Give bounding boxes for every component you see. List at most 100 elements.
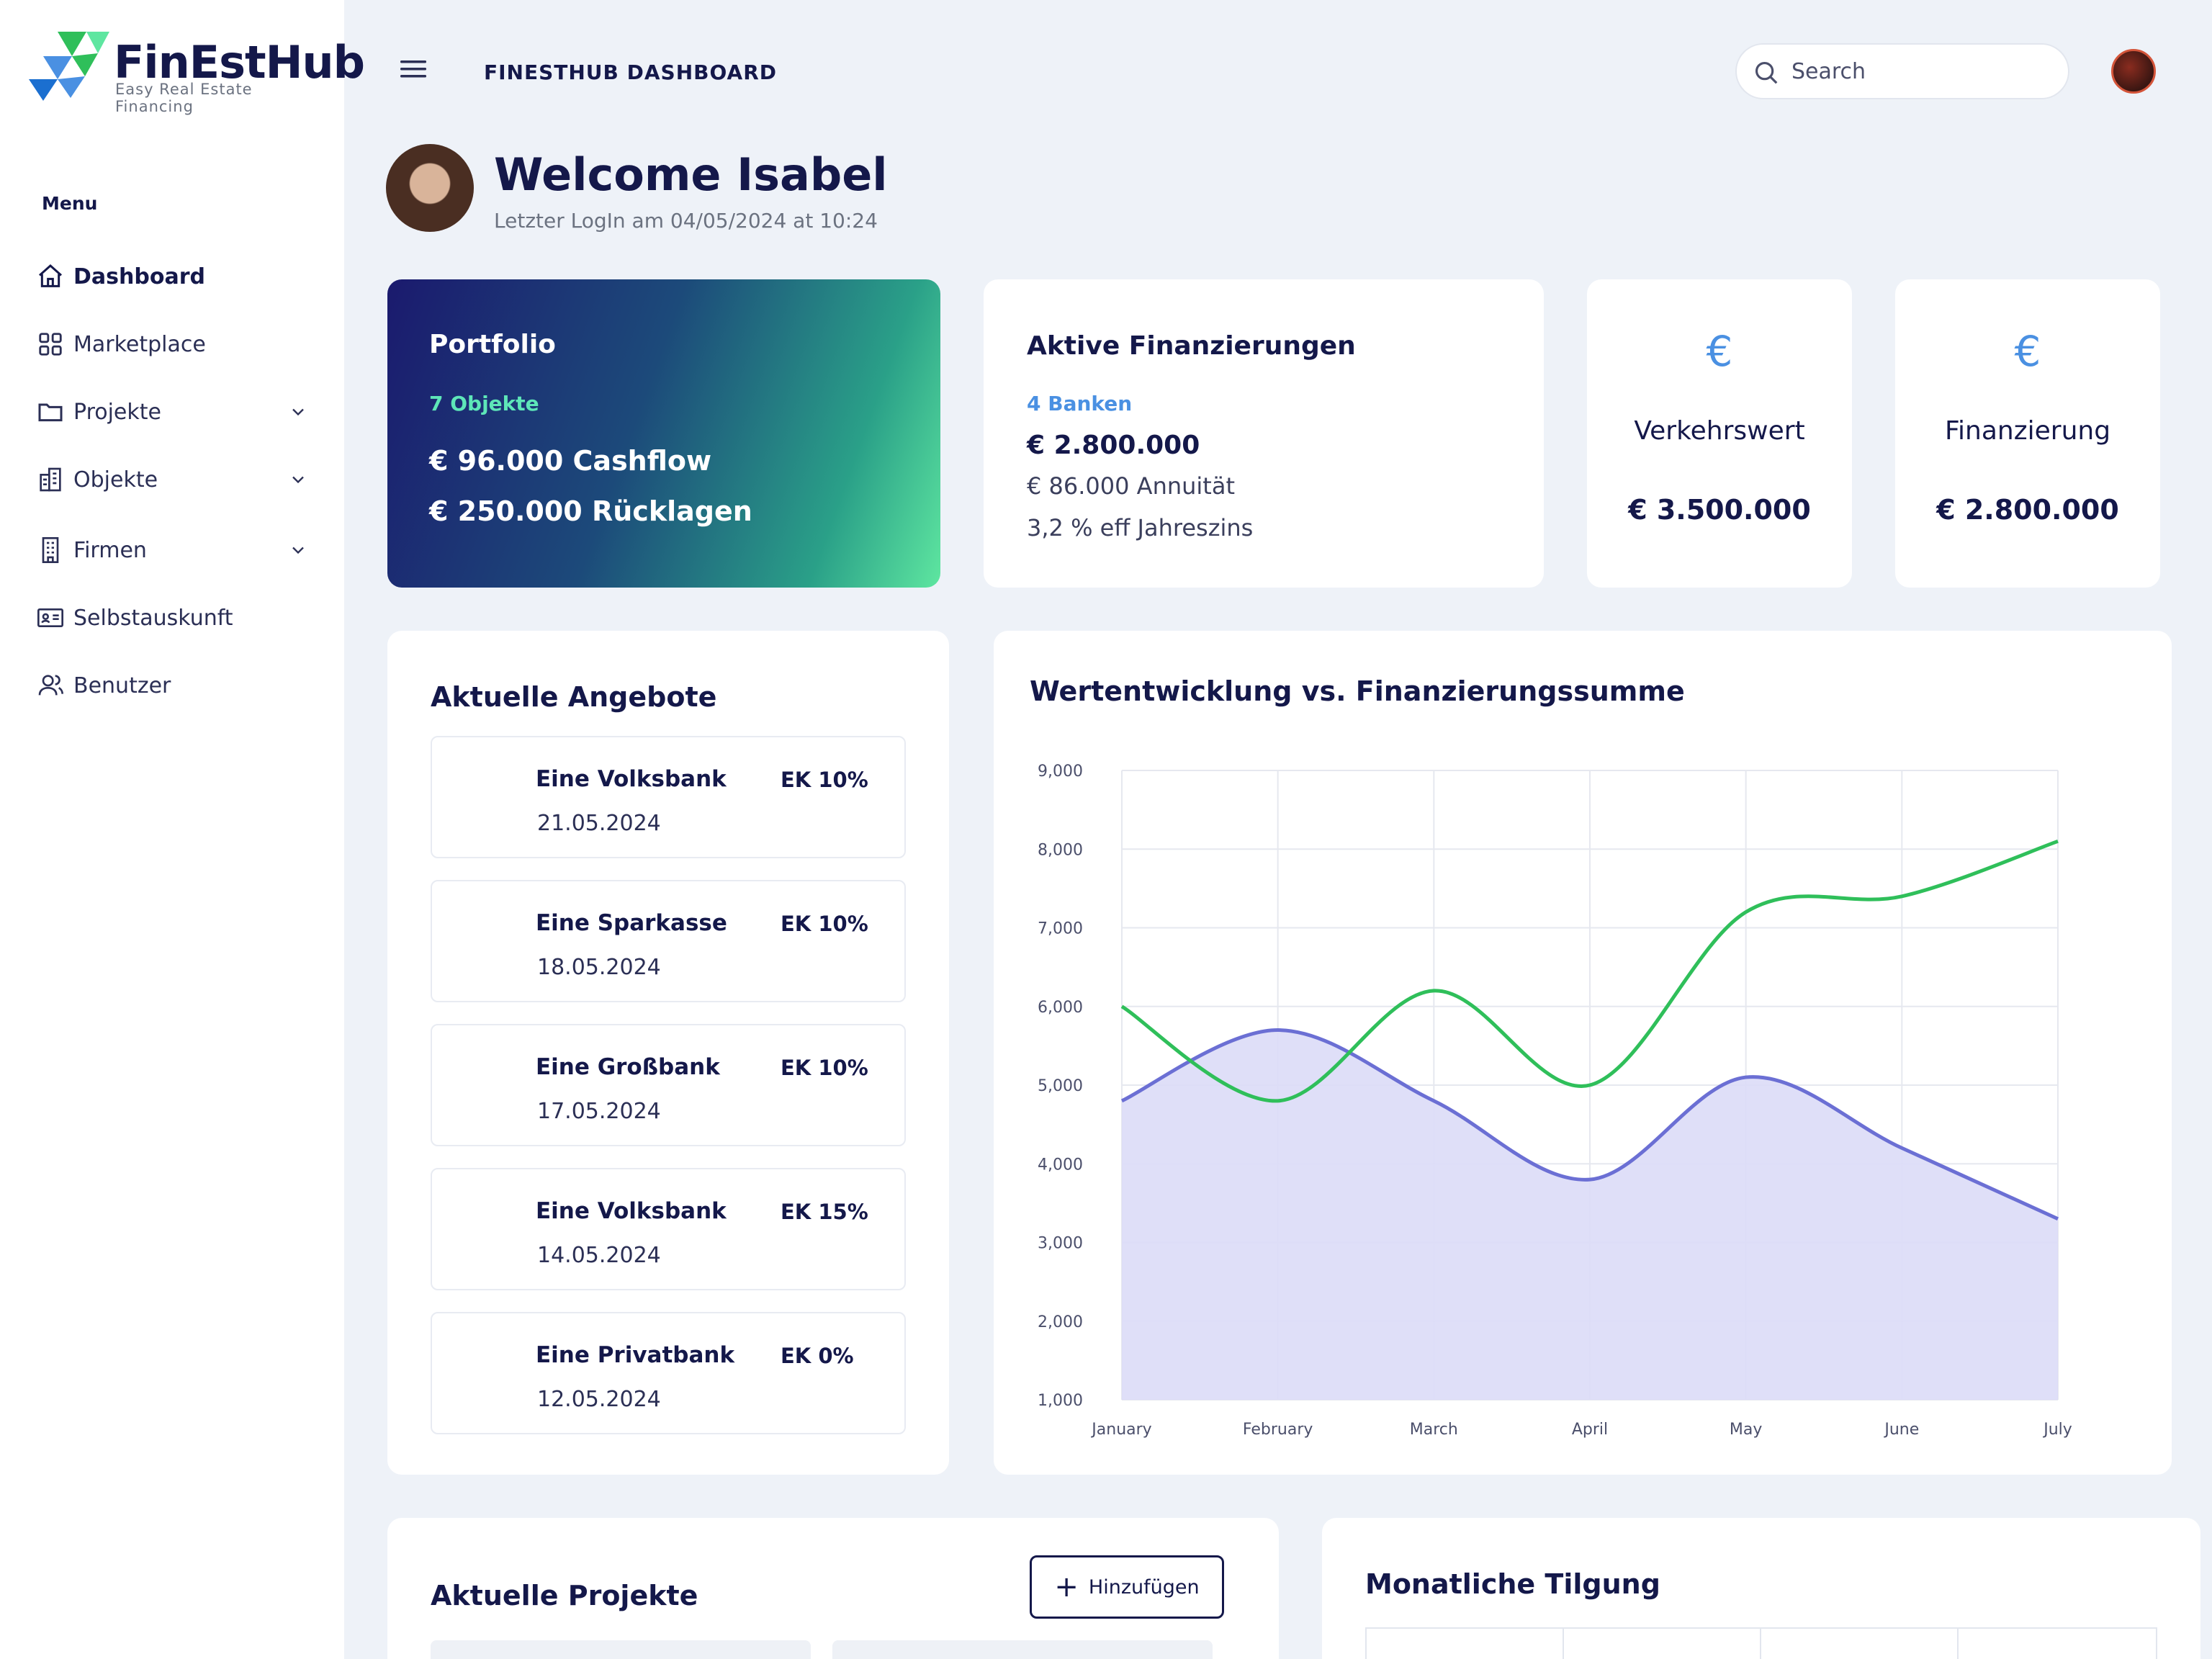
euro-icon: € — [1706, 327, 1733, 376]
sidebar-item-benutzer[interactable]: Benutzer — [35, 662, 308, 709]
home-icon — [35, 261, 66, 292]
projects-title: Aktuelle Projekte — [431, 1580, 698, 1611]
offer-bank: Eine Privatbank — [536, 1342, 735, 1368]
portfolio-card[interactable]: Portfolio 7 Objekte € 96.000 Cashflow € … — [387, 279, 940, 588]
sidebar-item-selbstauskunft[interactable]: Selbstauskunft — [35, 595, 308, 641]
interest-rate-text: 3,2 % eff Jahreszins — [1027, 514, 1254, 541]
users-icon — [35, 670, 66, 701]
offer-bank: Eine Großbank — [536, 1054, 720, 1080]
financing-card[interactable]: € Finanzierung € 2.800.000 — [1895, 279, 2160, 588]
line-chart: 1,000 2,000 3,000 4,000 5,000 6,000 7,000 8,000… — [1038, 763, 2072, 1439]
monthly-repayment-card: Monatliche Tilgung — [1322, 1518, 2200, 1659]
offer-item[interactable]: Eine Großbank EK 10% 17.05.2024 — [431, 1024, 906, 1146]
offer-item[interactable]: Eine Privatbank EK 0% 12.05.2024 — [431, 1312, 906, 1434]
stat-title: Finanzierung — [1944, 416, 2111, 446]
x-tick-label: July — [2042, 1421, 2072, 1439]
offer-item[interactable]: Eine Sparkasse EK 10% 18.05.2024 — [431, 880, 906, 1002]
active-financing-card[interactable]: Aktive Finanzierungen 4 Banken € 2.800.0… — [984, 279, 1544, 588]
y-tick-label: 4,000 — [1038, 1156, 1083, 1174]
office-icon — [35, 534, 66, 566]
brand-logo[interactable]: FinEstHub Easy Real Estate Financing — [29, 32, 365, 115]
stat-value: € 3.500.000 — [1628, 494, 1811, 526]
market-value-card[interactable]: € Verkehrswert € 3.500.000 — [1587, 279, 1852, 588]
x-tick-label: April — [1572, 1421, 1608, 1439]
repayment-table — [1365, 1627, 2157, 1659]
y-tick-label: 6,000 — [1038, 999, 1083, 1017]
chevron-down-icon[interactable] — [288, 402, 308, 422]
series-line-2 — [1120, 839, 2059, 1103]
table-header-cell — [1367, 1629, 1564, 1659]
offer-date: 12.05.2024 — [537, 1387, 661, 1412]
offer-date: 17.05.2024 — [537, 1099, 661, 1124]
offer-bank: Eine Volksbank — [536, 766, 727, 792]
offer-item[interactable]: Eine Volksbank EK 15% 14.05.2024 — [431, 1168, 906, 1290]
sidebar-item-objekte[interactable]: Objekte — [35, 457, 308, 503]
last-login-text: Letzter LogIn am 04/05/2024 at 10:24 — [494, 209, 878, 233]
add-project-button[interactable]: + Hinzufügen — [1030, 1555, 1224, 1619]
sidebar-item-firmen[interactable]: Firmen — [35, 527, 308, 573]
chart-title: Wertentwicklung vs. Finanzierungssumme — [1030, 675, 1685, 707]
euro-icon: € — [2014, 327, 2041, 376]
offer-equity: EK 10% — [781, 1056, 868, 1080]
brand-tagline: Easy Real Estate Financing — [115, 81, 253, 115]
y-tick-label: 5,000 — [1038, 1077, 1083, 1095]
offer-bank: Eine Sparkasse — [536, 910, 727, 936]
offer-equity: EK 15% — [781, 1200, 868, 1224]
logo-mark-icon — [29, 32, 109, 101]
hamburger-menu-icon[interactable] — [397, 56, 429, 82]
welcome-avatar — [386, 144, 474, 232]
search-icon — [1755, 61, 1778, 84]
y-tick-label: 1,000 — [1038, 1392, 1083, 1410]
y-tick-label: 3,000 — [1038, 1235, 1083, 1253]
grid-icon — [35, 328, 66, 360]
sidebar-item-label: Projekte — [73, 399, 161, 425]
offers-card: Aktuelle Angebote Eine Volksbank EK 10% … — [387, 631, 949, 1475]
user-avatar[interactable] — [2111, 49, 2156, 94]
sidebar-item-label: Marketplace — [73, 331, 206, 357]
repayment-title: Monatliche Tilgung — [1365, 1568, 1660, 1600]
welcome-title: Welcome Isabel — [494, 148, 888, 201]
x-tick-label: June — [1883, 1421, 1919, 1439]
offer-bank: Eine Volksbank — [536, 1198, 727, 1224]
annuity-text: € 86.000 Annuität — [1027, 472, 1235, 500]
sidebar-item-marketplace[interactable]: Marketplace — [35, 321, 308, 367]
search-bar — [1735, 43, 2069, 99]
offer-equity: EK 10% — [781, 912, 868, 936]
area-fill-series-1 — [1122, 1030, 2058, 1400]
series-line-1 — [1120, 1028, 2059, 1221]
offer-date: 18.05.2024 — [537, 955, 661, 980]
page-title: FINESTHUB DASHBOARD — [484, 60, 778, 84]
offer-equity: EK 10% — [781, 768, 868, 792]
sidebar-item-label: Dashboard — [73, 264, 205, 289]
folder-icon — [35, 396, 66, 428]
project-tile[interactable] — [431, 1640, 811, 1659]
offer-date: 14.05.2024 — [537, 1243, 661, 1268]
sidebar-item-label: Selbstauskunft — [73, 605, 233, 631]
id-card-icon — [35, 602, 66, 634]
sidebar-item-label: Firmen — [73, 537, 147, 563]
projects-card: Aktuelle Projekte + Hinzufügen — [387, 1518, 1279, 1659]
chevron-down-icon[interactable] — [288, 469, 308, 490]
bank-count: 4 Banken — [1027, 392, 1133, 415]
sidebar-item-label: Benutzer — [73, 673, 171, 698]
x-tick-label: May — [1730, 1421, 1762, 1439]
value-chart-card: Wertentwicklung vs. Finanzierungssumme 1… — [994, 631, 2172, 1475]
offer-equity: EK 0% — [781, 1344, 854, 1368]
sidebar-item-dashboard[interactable]: Dashboard — [35, 253, 308, 300]
offer-item[interactable]: Eine Volksbank EK 10% 21.05.2024 — [431, 736, 906, 858]
chevron-down-icon[interactable] — [288, 540, 308, 560]
search-input[interactable] — [1791, 58, 2051, 84]
brand-name: FinEstHub — [114, 36, 365, 89]
project-tile[interactable] — [832, 1640, 1213, 1659]
portfolio-reserves: € 250.000 Rücklagen — [429, 495, 752, 527]
portfolio-title: Portfolio — [429, 330, 556, 359]
plus-icon: + — [1054, 1570, 1079, 1604]
sidebar: FinEstHub Easy Real Estate Financing Men… — [0, 0, 365, 1659]
offers-title: Aktuelle Angebote — [431, 681, 717, 713]
menu-label: Menu — [42, 193, 98, 214]
x-tick-label: February — [1243, 1421, 1313, 1439]
y-tick-label: 2,000 — [1038, 1313, 1083, 1331]
y-tick-label: 9,000 — [1038, 763, 1083, 781]
stat-value: € 2.800.000 — [1936, 494, 2119, 526]
sidebar-item-projekte[interactable]: Projekte — [35, 389, 308, 435]
